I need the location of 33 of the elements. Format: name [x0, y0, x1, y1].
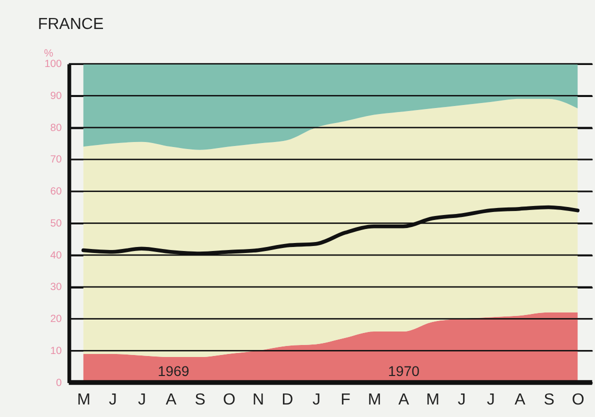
x-tick-label: D — [282, 390, 294, 409]
x-tick-label: M — [77, 390, 91, 409]
x-tick-label: M — [368, 390, 382, 409]
x-tick-label: O — [222, 390, 236, 409]
x-tick-label: S — [194, 390, 206, 409]
y-tick-label: 30 — [50, 282, 62, 294]
x-tick-label: N — [252, 390, 264, 409]
x-tick-label: M — [426, 390, 440, 409]
x-tick-label: A — [398, 390, 410, 409]
y-tick-label: 100 — [44, 59, 62, 70]
y-tick-label: 10 — [50, 346, 62, 357]
x-tick-label: A — [514, 390, 526, 409]
y-tick-label: 50 — [50, 218, 62, 230]
x-tick-label: J — [458, 390, 466, 409]
x-tick-label: J — [312, 390, 320, 409]
chart-title: FRANCE — [38, 14, 104, 33]
annotation: 1970 — [388, 362, 420, 379]
x-tick-label: J — [108, 390, 117, 409]
x-tick-label: O — [572, 390, 584, 409]
y-tick-label: 70 — [50, 154, 62, 166]
x-tick-label: J — [486, 390, 495, 409]
y-tick-label: 20 — [50, 314, 62, 326]
y-tick-label: 60 — [50, 186, 62, 198]
y-axis-title: % — [44, 48, 54, 60]
x-tick-label: J — [138, 390, 146, 409]
y-tick-label: 90 — [50, 90, 62, 102]
x-tick-label: F — [340, 390, 351, 409]
x-tick-label: A — [166, 390, 177, 409]
x-tick-label: S — [544, 390, 554, 409]
y-tick-label: 80 — [50, 122, 62, 134]
y-tick-label: 40 — [50, 250, 62, 262]
y-tick-label: 0 — [56, 378, 62, 389]
annotation: 1969 — [158, 362, 190, 379]
